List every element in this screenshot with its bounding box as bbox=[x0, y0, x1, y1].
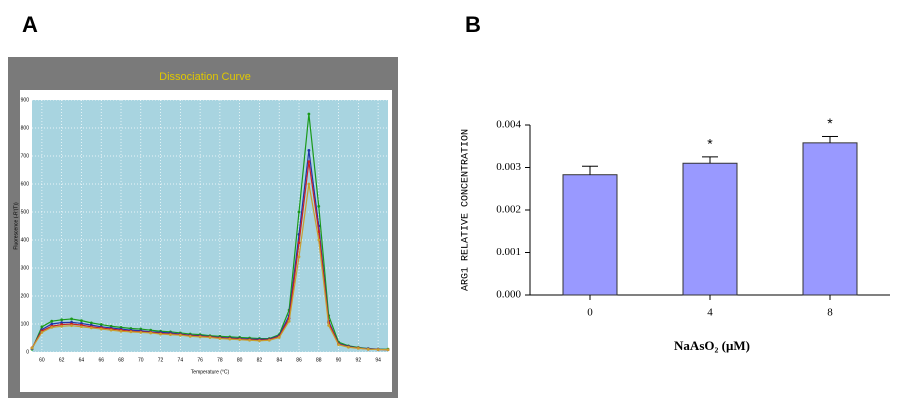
significance-mark: * bbox=[707, 136, 713, 152]
x-tick-label: 68 bbox=[118, 357, 124, 363]
plot-area bbox=[32, 100, 388, 352]
y-tick-label: 0 bbox=[26, 349, 29, 355]
curve-point bbox=[218, 337, 221, 340]
curve-point bbox=[268, 339, 271, 342]
curve-point bbox=[80, 325, 83, 328]
y-axis-label: Fluorescence (-R'(T)) bbox=[13, 202, 19, 250]
curve-point bbox=[347, 346, 350, 349]
curve-point bbox=[298, 241, 301, 244]
panel-label: B bbox=[465, 12, 481, 37]
y-tick-label: 600 bbox=[21, 181, 30, 187]
curve-point bbox=[40, 331, 43, 334]
x-tick-label: 88 bbox=[316, 357, 322, 363]
curve-point bbox=[90, 327, 93, 330]
chart-title: Dissociation Curve bbox=[159, 71, 251, 83]
curve-point bbox=[298, 255, 301, 258]
curve-point bbox=[139, 331, 142, 334]
curve-point bbox=[129, 330, 132, 333]
curve-point bbox=[179, 334, 182, 337]
x-tick-label: 86 bbox=[296, 357, 302, 363]
bar bbox=[683, 163, 737, 295]
curve-point bbox=[307, 160, 310, 163]
y-axis-label: ARG1 RELATIVE CONCENTRATION bbox=[461, 129, 472, 291]
x-tick-label: 74 bbox=[178, 357, 184, 363]
curve-point bbox=[40, 325, 43, 328]
x-axis-label: NaAsO₂ (μM) bbox=[674, 338, 750, 353]
y-tick-label: 100 bbox=[21, 321, 30, 327]
y-tick-label: 700 bbox=[21, 153, 30, 159]
curve-point bbox=[60, 318, 63, 321]
y-tick-label: 0.002 bbox=[496, 204, 521, 216]
curve-point bbox=[307, 113, 310, 116]
curve-point bbox=[228, 338, 231, 341]
bar bbox=[803, 143, 857, 295]
curve-point bbox=[50, 326, 53, 329]
x-tick-label: 82 bbox=[257, 357, 263, 363]
curve-point bbox=[258, 339, 261, 342]
curve-point bbox=[159, 333, 162, 336]
x-tick-label: 76 bbox=[197, 357, 203, 363]
curve-point bbox=[377, 348, 380, 351]
curve-point bbox=[110, 329, 113, 332]
curve-point bbox=[238, 338, 241, 341]
curve-point bbox=[337, 343, 340, 346]
x-tick-label: 94 bbox=[375, 357, 381, 363]
curve-point bbox=[31, 347, 34, 350]
x-tick-label: 92 bbox=[356, 357, 362, 363]
x-tick-label: 0 bbox=[587, 307, 593, 319]
y-tick-label: 300 bbox=[21, 265, 30, 271]
bar bbox=[563, 175, 617, 295]
x-tick-label: 8 bbox=[827, 307, 833, 319]
x-tick-label: 64 bbox=[79, 357, 85, 363]
curve-point bbox=[317, 205, 320, 208]
curve-point bbox=[189, 335, 192, 338]
curve-point bbox=[387, 348, 390, 351]
y-tick-label: 0.000 bbox=[496, 289, 521, 301]
x-tick-label: 4 bbox=[707, 307, 713, 319]
y-tick-label: 900 bbox=[21, 97, 30, 103]
curve-point bbox=[307, 183, 310, 186]
curve-point bbox=[199, 335, 202, 338]
x-tick-label: 62 bbox=[59, 357, 65, 363]
x-tick-label: 84 bbox=[276, 357, 282, 363]
curve-point bbox=[307, 149, 310, 152]
x-tick-label: 72 bbox=[158, 357, 164, 363]
curve-point bbox=[120, 330, 123, 333]
curve-point bbox=[60, 325, 63, 328]
curve-point bbox=[317, 239, 320, 242]
y-tick-label: 0.001 bbox=[496, 246, 521, 258]
x-tick-label: 78 bbox=[217, 357, 223, 363]
y-tick-label: 500 bbox=[21, 209, 30, 215]
curve-point bbox=[367, 348, 370, 351]
curve-point bbox=[70, 324, 73, 327]
y-tick-label: 200 bbox=[21, 293, 30, 299]
curve-point bbox=[278, 336, 281, 339]
curve-point bbox=[327, 324, 330, 327]
x-tick-label: 90 bbox=[336, 357, 342, 363]
y-tick-label: 0.004 bbox=[496, 119, 521, 131]
curve-point bbox=[169, 333, 172, 336]
panel-label: A bbox=[22, 12, 38, 37]
curve-point bbox=[298, 211, 301, 214]
curve-point bbox=[248, 339, 251, 342]
y-tick-label: 0.003 bbox=[496, 161, 521, 173]
curve-point bbox=[50, 320, 53, 323]
curve-point bbox=[288, 320, 291, 323]
curve-point bbox=[209, 336, 212, 339]
y-tick-label: 400 bbox=[21, 237, 30, 243]
figure: A B Dissociation Curve Temperature (°C) … bbox=[0, 0, 918, 398]
x-tick-label: 66 bbox=[98, 357, 104, 363]
curve-point bbox=[70, 318, 73, 321]
y-tick-label: 800 bbox=[21, 125, 30, 131]
significance-mark: * bbox=[827, 115, 833, 131]
curve-point bbox=[149, 332, 152, 335]
x-tick-label: 60 bbox=[39, 357, 45, 363]
x-axis-label: Temperature (°C) bbox=[191, 369, 230, 375]
curve-point bbox=[100, 328, 103, 331]
x-tick-label: 80 bbox=[237, 357, 243, 363]
x-tick-label: 70 bbox=[138, 357, 144, 363]
curve-point bbox=[80, 319, 83, 322]
curve-point bbox=[357, 347, 360, 350]
